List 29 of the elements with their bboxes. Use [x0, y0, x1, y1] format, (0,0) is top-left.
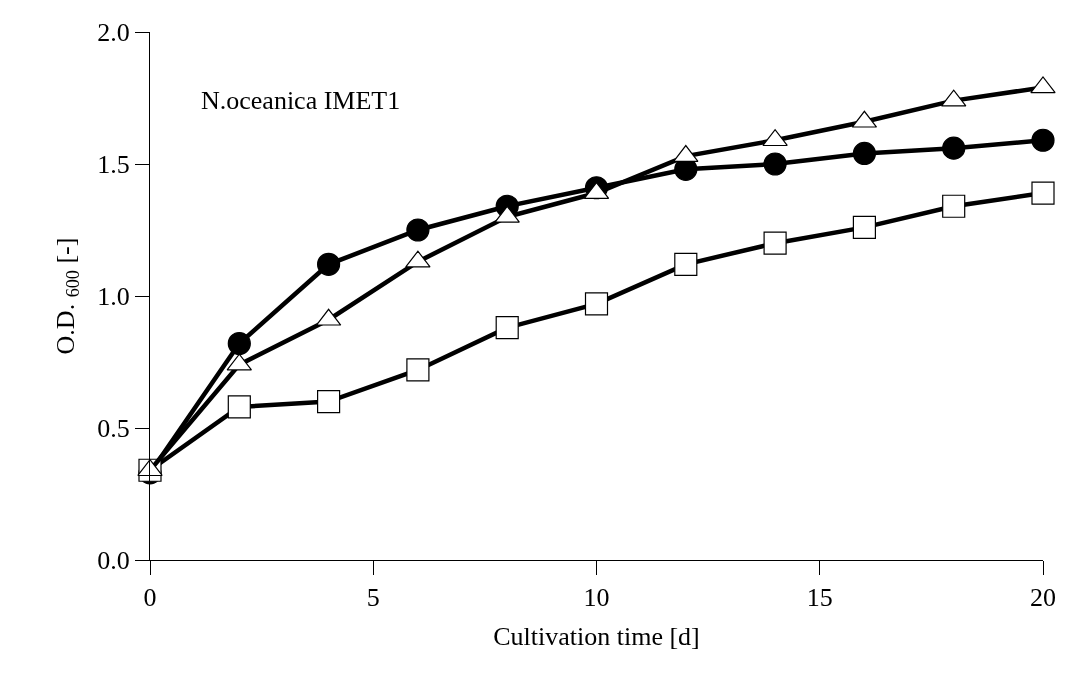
x-axis-title: Cultivation time [d]	[493, 622, 700, 652]
point	[495, 316, 519, 340]
point	[942, 136, 966, 160]
point	[942, 194, 966, 218]
y-tick-label: 0.0	[97, 546, 130, 576]
x-tick-label: 15	[806, 583, 833, 613]
point	[1031, 128, 1055, 152]
point	[852, 141, 876, 166]
point	[227, 331, 251, 356]
point	[763, 152, 787, 176]
point	[227, 395, 251, 419]
x-tick-label: 0	[143, 583, 157, 613]
point	[584, 292, 609, 316]
y-tick-label: 0.5	[97, 414, 130, 444]
annotation: N.oceanica IMET1	[201, 86, 401, 115]
point	[317, 252, 341, 276]
point	[406, 218, 430, 242]
y-tick-label: 1.0	[97, 282, 130, 312]
point	[763, 231, 787, 255]
x-tick-label: 10	[583, 583, 610, 613]
point	[317, 390, 341, 414]
point	[674, 252, 698, 276]
x-tick-label: 5	[366, 583, 380, 613]
y-tick-label: 2.0	[97, 18, 130, 48]
y-tick-label: 1.5	[97, 150, 130, 180]
point	[852, 215, 876, 239]
point	[1031, 181, 1055, 205]
x-tick-label: 20	[1030, 583, 1056, 613]
point	[406, 358, 430, 382]
